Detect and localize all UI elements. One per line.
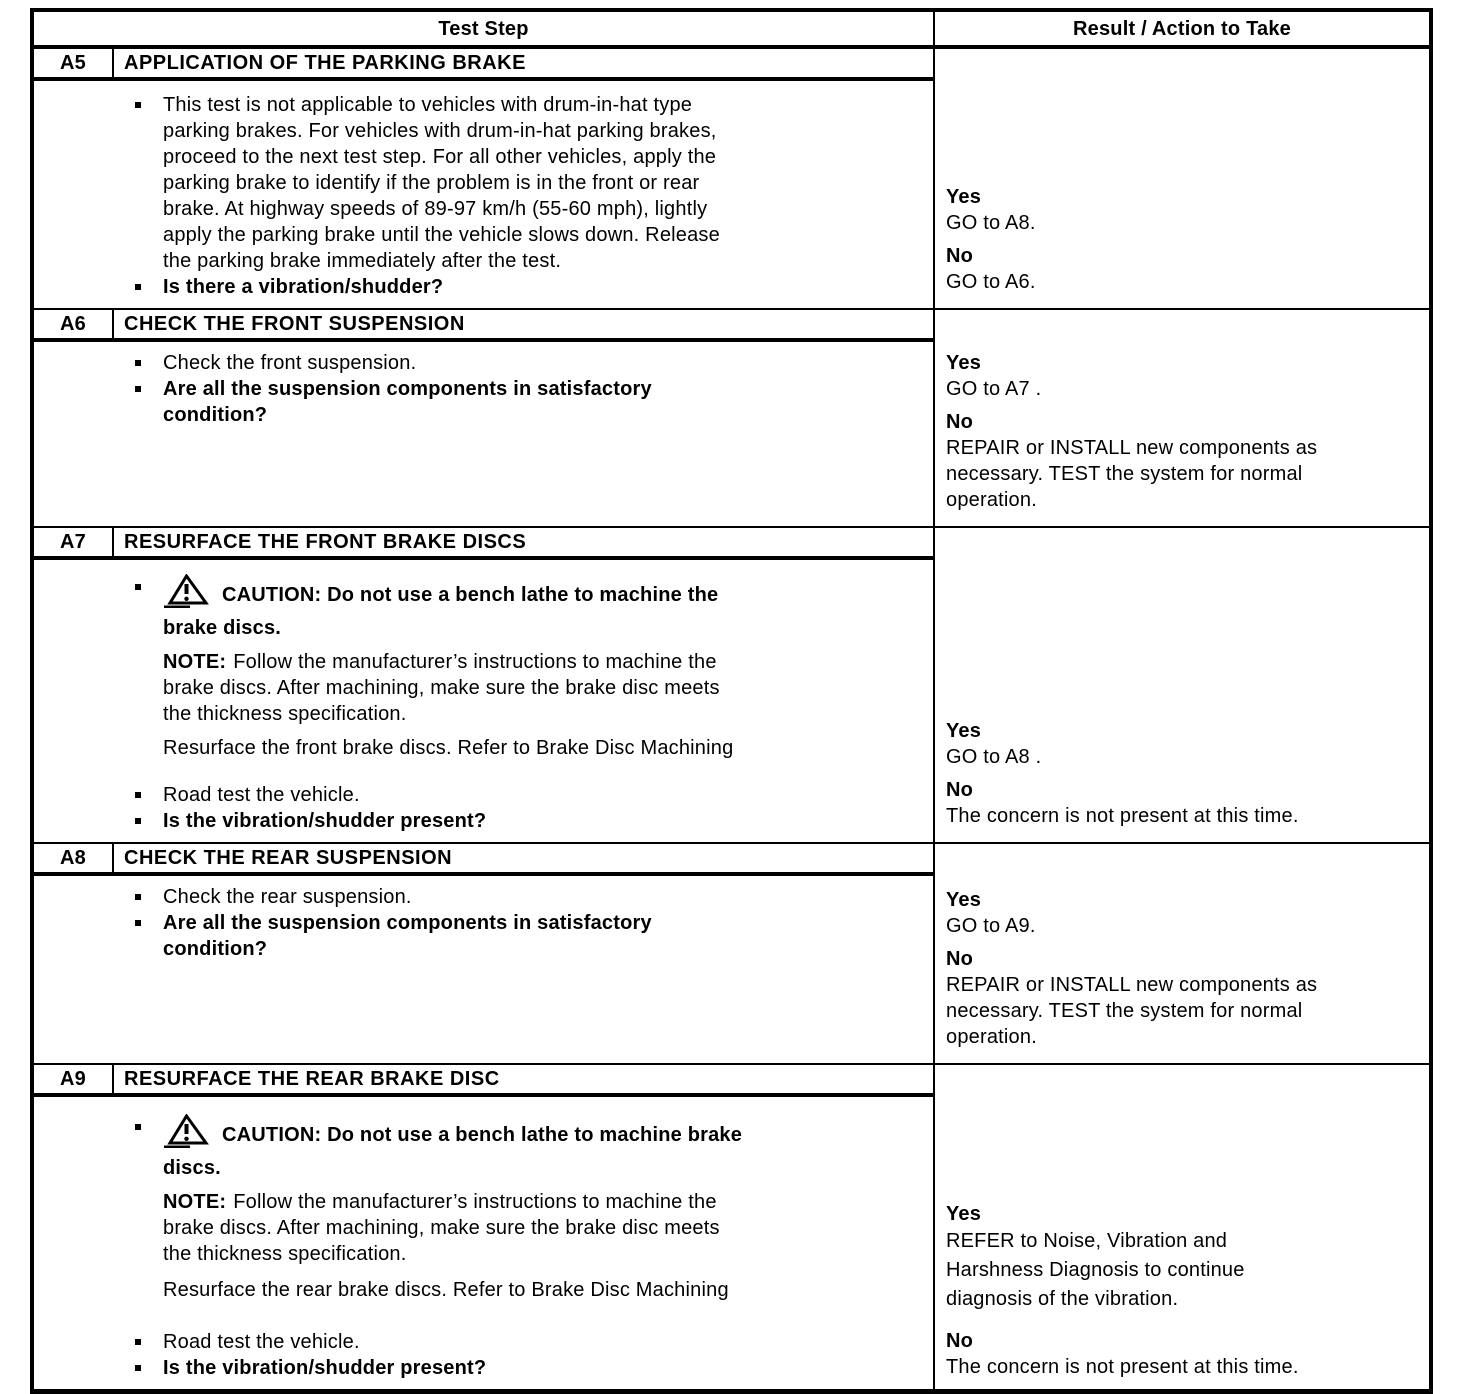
question-bullet: Is the vibration/shudder present?	[135, 808, 933, 834]
step-number: A7	[34, 528, 114, 556]
test-step-row-a9: A9 RESURFACE THE REAR BRAKE DISC	[34, 1063, 1429, 1389]
road-test-text: Road test the vehicle.	[163, 1331, 360, 1353]
bullet-icon	[135, 920, 141, 926]
no-action: REPAIR or INSTALL new components as nece…	[946, 437, 1318, 511]
no-action: The concern is not present at this time.	[946, 1356, 1299, 1378]
instruction-text: This test is not applicable to vehicles …	[163, 94, 720, 272]
column-header-result-action: Result / Action to Take	[1073, 17, 1291, 40]
step-title: CHECK THE FRONT SUSPENSION	[124, 313, 465, 335]
result-cell: Yes GO to A9. No REPAIR or INSTALL new c…	[935, 844, 1429, 1063]
question-bullet: Are all the suspension components in sat…	[135, 910, 933, 962]
no-label: No	[946, 1330, 974, 1352]
bullet-icon	[135, 102, 141, 108]
yes-label: Yes	[946, 889, 982, 911]
note-text: Follow the manufacturer’s instructions t…	[163, 651, 720, 725]
no-label: No	[946, 245, 974, 267]
instruction-text: Check the front suspension.	[163, 352, 417, 374]
yes-label: Yes	[946, 720, 982, 742]
bullet-icon	[135, 792, 141, 798]
bullet-icon	[135, 818, 141, 824]
note-label: NOTE:	[163, 1191, 227, 1213]
step-title: CHECK THE REAR SUSPENSION	[124, 847, 453, 869]
caution-text: CAUTION: Do not use a bench lathe to mac…	[163, 1124, 743, 1179]
question-bullet: Is the vibration/shudder present?	[135, 1355, 933, 1381]
caution-triangle-icon	[163, 1113, 209, 1155]
table-header-row: Test Step Result / Action to Take	[34, 12, 1429, 49]
yes-label: Yes	[946, 1203, 982, 1225]
instruction-text: Check the rear suspension.	[163, 886, 412, 908]
question-text: Are all the suspension components in sat…	[163, 378, 652, 426]
result-cell: Yes GO to A7 . No REPAIR or INSTALL new …	[935, 310, 1429, 526]
instruction-bullet: Check the front suspension.	[135, 350, 933, 376]
resurface-paragraph: Resurface the front brake discs. Refer t…	[163, 737, 734, 759]
step-title: RESURFACE THE FRONT BRAKE DISCS	[124, 531, 527, 553]
road-test-bullet: Road test the vehicle.	[135, 782, 933, 808]
caution-bullet: CAUTION: Do not use a bench lathe to mac…	[135, 573, 933, 641]
result-cell: Yes GO to A8. No GO to A6.	[935, 49, 1429, 308]
resurface-paragraph: Resurface the rear brake discs. Refer to…	[163, 1279, 729, 1301]
pinpoint-test-table: Test Step Result / Action to Take A5 APP…	[30, 8, 1433, 1394]
step-title: RESURFACE THE REAR BRAKE DISC	[124, 1068, 500, 1090]
question-bullet: Is there a vibration/shudder?	[135, 274, 933, 300]
bullet-icon	[135, 894, 141, 900]
column-header-test-step: Test Step	[34, 12, 935, 45]
caution-text: CAUTION: Do not use a bench lathe to mac…	[163, 584, 719, 639]
caution-triangle-icon	[163, 573, 209, 615]
question-text: Is there a vibration/shudder?	[163, 276, 444, 298]
yes-label: Yes	[946, 186, 982, 208]
note-label: NOTE:	[163, 651, 227, 673]
step-number: A9	[34, 1065, 114, 1093]
result-cell: Yes GO to A8 . No The concern is not pre…	[935, 528, 1429, 842]
road-test-bullet: Road test the vehicle.	[135, 1329, 933, 1355]
question-bullet: Are all the suspension components in sat…	[135, 376, 933, 428]
no-action: The concern is not present at this time.	[946, 805, 1299, 827]
bullet-icon	[135, 1339, 141, 1345]
bullet-icon	[135, 386, 141, 392]
yes-action: GO to A9.	[946, 915, 1036, 937]
question-text: Is the vibration/shudder present?	[163, 1357, 487, 1379]
step-title: APPLICATION OF THE PARKING BRAKE	[124, 52, 526, 74]
yes-label: Yes	[946, 352, 982, 374]
yes-action: GO to A7 .	[946, 378, 1042, 400]
no-action: GO to A6.	[946, 271, 1036, 293]
result-cell: Yes REFER to Noise, Vibration and Harshn…	[935, 1065, 1429, 1389]
test-step-row-a7: A7 RESURFACE THE FRONT BRAKE DISCS	[34, 526, 1429, 842]
note-paragraph: NOTE: Follow the manufacturer’s instructi…	[163, 649, 879, 727]
no-label: No	[946, 411, 974, 433]
bullet-icon	[135, 284, 141, 290]
no-label: No	[946, 779, 974, 801]
test-step-row-a5: A5 APPLICATION OF THE PARKING BRAKE This…	[34, 49, 1429, 308]
note-text: Follow the manufacturer’s instructions t…	[163, 1191, 720, 1265]
step-number: A8	[34, 844, 114, 872]
bullet-icon	[135, 360, 141, 366]
note-paragraph: NOTE: Follow the manufacturer’s instructi…	[163, 1189, 879, 1267]
bullet-icon	[135, 1365, 141, 1371]
road-test-text: Road test the vehicle.	[163, 784, 360, 806]
no-action: REPAIR or INSTALL new components as nece…	[946, 974, 1318, 1048]
caution-bullet: CAUTION: Do not use a bench lathe to mac…	[135, 1113, 933, 1181]
step-number: A6	[34, 310, 114, 338]
test-step-row-a8: A8 CHECK THE REAR SUSPENSION Check the r…	[34, 842, 1429, 1063]
bullet-icon	[135, 584, 141, 590]
instruction-bullet: This test is not applicable to vehicles …	[135, 92, 933, 274]
yes-action: REFER to Noise, Vibration and Harshness …	[946, 1230, 1245, 1310]
yes-action: GO to A8 .	[946, 746, 1042, 768]
yes-action: GO to A8.	[946, 212, 1036, 234]
instruction-bullet: Check the rear suspension.	[135, 884, 933, 910]
step-number: A5	[34, 49, 114, 77]
question-text: Is the vibration/shudder present?	[163, 810, 487, 832]
no-label: No	[946, 948, 974, 970]
question-text: Are all the suspension components in sat…	[163, 912, 652, 960]
test-step-row-a6: A6 CHECK THE FRONT SUSPENSION Check the …	[34, 308, 1429, 526]
bullet-icon	[135, 1124, 141, 1130]
